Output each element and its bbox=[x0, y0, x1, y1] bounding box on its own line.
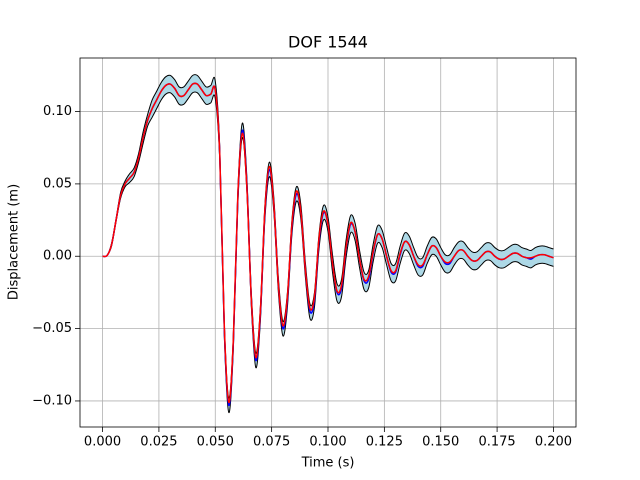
series-line bbox=[102, 82, 554, 404]
y-tick-label: 0.00 bbox=[43, 249, 72, 264]
x-tick-label: 0.075 bbox=[253, 435, 290, 450]
y-tick-label: 0.10 bbox=[43, 104, 72, 119]
series-line bbox=[102, 91, 554, 414]
plot-frame bbox=[79, 57, 577, 428]
x-tick-label: 0.200 bbox=[535, 435, 572, 450]
band-fill bbox=[102, 74, 554, 413]
y-tick-label: −0.10 bbox=[32, 393, 72, 408]
chart-title: DOF 1544 bbox=[288, 33, 368, 52]
y-tick-label: 0.05 bbox=[43, 176, 72, 191]
series-line bbox=[102, 74, 554, 399]
x-tick-label: 0.125 bbox=[366, 435, 403, 450]
y-tick-label: −0.05 bbox=[32, 321, 72, 336]
x-tick-label: 0.050 bbox=[197, 435, 234, 450]
x-tick-label: 0.175 bbox=[478, 435, 515, 450]
y-axis-label: Displacement (m) bbox=[7, 184, 22, 300]
x-tick-label: 0.150 bbox=[422, 435, 459, 450]
x-tick-label: 0.100 bbox=[309, 435, 346, 450]
x-axis-label: Time (s) bbox=[301, 456, 355, 471]
x-tick-label: 0.025 bbox=[140, 435, 177, 450]
x-tick-label: 0.000 bbox=[84, 435, 121, 450]
